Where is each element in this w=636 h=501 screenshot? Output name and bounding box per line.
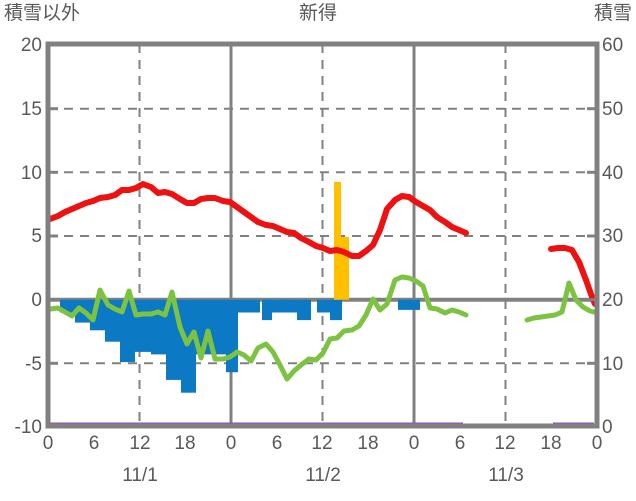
right-tick-40: 40 [602,163,624,184]
temperature-line [48,181,469,259]
x-tick-0-d1: 0 [42,433,54,454]
x-tick-18-d2: 18 [357,433,379,454]
humidity-line-tail [524,280,597,323]
page-title: 新得 [298,3,337,24]
humidity-line [48,274,469,382]
left-tick-5: 5 [31,226,42,247]
left-tick-15: 15 [20,99,42,120]
left-tick-10: 10 [20,163,42,184]
right-tick-60: 60 [602,35,624,56]
x-tick-18-d3: 18 [540,433,562,454]
left-axis-caption: 積雪以外 [4,3,81,24]
day-label-1: 11/1 [122,465,158,486]
left-tick-20: 20 [20,35,42,56]
left-tick-minus5: -5 [25,354,42,375]
right-tick-0: 0 [602,417,613,438]
right-axis-caption: 積雪 [593,3,632,24]
right-tick-10: 10 [602,354,624,375]
left-tick-0: 0 [31,290,42,311]
x-tick-0-end: 0 [591,433,603,454]
x-tick-18-d1: 18 [174,433,196,454]
x-tick-6-d1: 6 [88,433,100,454]
right-tick-50: 50 [602,99,624,120]
left-tick-marks [48,107,58,365]
x-tick-12-d3: 12 [494,433,516,454]
x-tick-12-d1: 12 [129,433,151,454]
right-tick-20: 20 [602,290,624,311]
temperature-line-tail [548,245,597,307]
x-tick-0-d2: 0 [225,433,237,454]
precipitation-bars [334,182,349,300]
x-tick-6-d3: 6 [454,433,466,454]
day-label-3: 11/3 [488,465,524,486]
x-tick-0-d3: 0 [408,433,420,454]
x-tick-6-d2: 6 [271,433,283,454]
right-tick-marks [587,107,597,365]
right-tick-30: 30 [602,226,624,247]
left-tick-minus10: -10 [14,417,42,438]
x-tick-12-d2: 12 [311,433,333,454]
day-label-2: 11/2 [305,465,341,486]
